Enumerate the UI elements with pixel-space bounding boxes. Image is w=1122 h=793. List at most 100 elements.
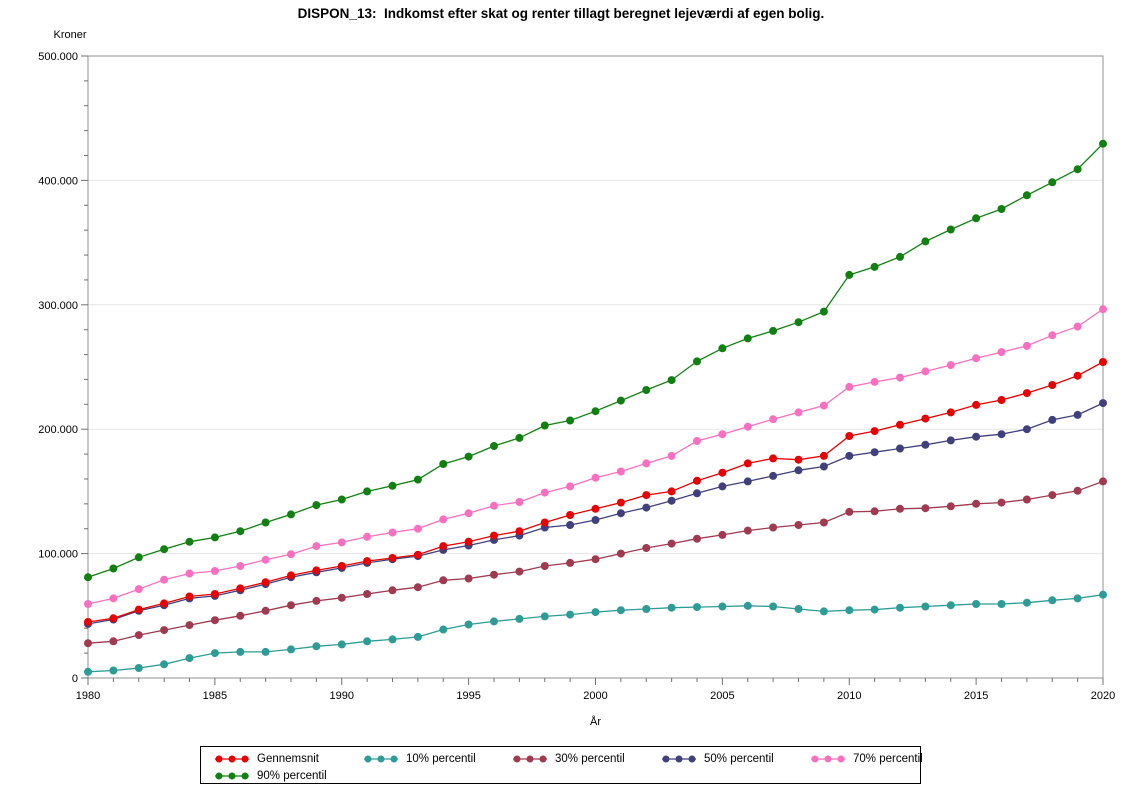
legend-marker-dot	[688, 755, 696, 762]
legend-grid: Gennemsnit 10% percentil 30% percentil 50% …	[213, 750, 923, 784]
data-point	[819, 401, 828, 410]
data-point	[693, 489, 701, 498]
y-tick-label: 300.000	[38, 300, 78, 312]
data-point	[464, 452, 473, 461]
data-point	[185, 592, 194, 601]
data-point	[261, 647, 270, 656]
legend-marker-dot	[837, 755, 845, 762]
data-point	[972, 400, 981, 409]
legend-item-70-percentil: 70% percentil	[809, 753, 958, 765]
data-point	[84, 639, 92, 648]
legend-marker-dot	[241, 772, 249, 779]
legend-label: 10% percentil	[406, 752, 476, 765]
x-tick-label: 1995	[456, 690, 480, 702]
data-point	[693, 357, 701, 366]
data-point	[185, 654, 194, 663]
legend-marker-icon	[364, 755, 398, 762]
data-point	[363, 590, 372, 598]
data-point	[185, 621, 194, 630]
x-tick-label: 2010	[837, 690, 861, 702]
y-tick-label: 200.000	[38, 424, 78, 436]
data-point	[363, 637, 372, 646]
data-point	[972, 214, 981, 223]
data-point	[439, 460, 448, 468]
data-point	[363, 487, 372, 496]
data-point	[413, 583, 422, 592]
data-point	[185, 569, 194, 578]
data-point	[642, 605, 651, 613]
data-point	[997, 430, 1006, 439]
data-point	[616, 509, 625, 518]
data-point	[287, 645, 295, 654]
series-30-percentil	[84, 477, 1107, 648]
data-point	[388, 635, 397, 644]
data-point	[819, 607, 828, 616]
legend-marker-dot	[241, 755, 249, 762]
data-point	[109, 637, 118, 646]
data-point	[515, 433, 524, 442]
data-point	[921, 602, 930, 611]
data-point	[236, 647, 245, 656]
data-point	[896, 504, 904, 513]
data-point	[109, 666, 118, 675]
data-point	[439, 576, 448, 585]
legend-marker-dot	[377, 755, 385, 762]
data-point	[896, 252, 904, 261]
data-point	[236, 562, 245, 570]
data-point	[743, 601, 752, 610]
data-point	[287, 571, 295, 580]
data-point	[896, 444, 904, 453]
data-point	[642, 459, 651, 468]
data-point	[845, 270, 854, 279]
legend-label: 70% percentil	[853, 752, 923, 765]
data-point	[972, 600, 981, 608]
legend-marker-icon	[811, 755, 845, 762]
data-point	[464, 509, 473, 518]
data-point	[566, 521, 575, 529]
data-point	[1073, 371, 1082, 380]
data-point	[236, 584, 245, 593]
data-point	[794, 605, 803, 613]
x-tick-label: 1990	[330, 690, 354, 702]
data-point	[210, 567, 219, 575]
data-point	[667, 376, 676, 385]
data-point	[845, 451, 854, 460]
data-point	[616, 549, 625, 558]
data-point	[616, 467, 625, 476]
data-point	[972, 499, 981, 508]
data-point	[1099, 358, 1107, 366]
x-tick-label: 2015	[964, 690, 988, 702]
data-point	[794, 466, 803, 475]
data-point	[769, 326, 778, 335]
y-tick-label: 0	[72, 673, 78, 685]
data-point	[896, 373, 904, 382]
legend-marker-icon	[215, 772, 249, 779]
legend-item-30-percentil: 30% percentil	[511, 753, 660, 765]
data-point	[946, 502, 955, 511]
data-point	[388, 481, 397, 490]
data-point	[236, 527, 245, 536]
legend-marker-dot	[811, 755, 819, 762]
data-point	[413, 524, 422, 533]
data-point	[693, 603, 701, 612]
data-point	[794, 521, 803, 529]
data-point	[134, 664, 143, 672]
data-point	[287, 510, 295, 519]
series-90-percentil	[84, 139, 1107, 582]
data-point	[1048, 415, 1057, 424]
data-point	[363, 532, 372, 541]
legend-marker-dot	[215, 772, 223, 779]
data-point	[1073, 322, 1082, 331]
legend-marker-dot	[662, 755, 670, 762]
series-line	[87, 361, 1104, 623]
data-point	[870, 427, 879, 436]
data-point	[1022, 389, 1031, 398]
data-point	[261, 578, 270, 587]
data-point	[1099, 305, 1107, 314]
data-point	[591, 516, 600, 524]
data-point	[667, 496, 676, 505]
data-point	[464, 574, 473, 583]
data-point	[718, 602, 727, 611]
legend-marker-dot	[228, 755, 236, 762]
data-point	[591, 407, 600, 416]
